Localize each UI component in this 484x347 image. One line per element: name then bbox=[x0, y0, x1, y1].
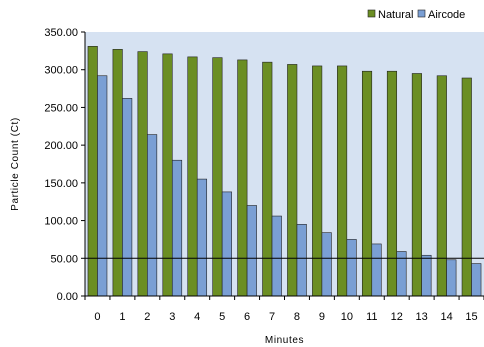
legend: Natural Aircode bbox=[367, 9, 465, 21]
x-tick-label: 14 bbox=[440, 311, 452, 323]
y-tick-label: 50.00 bbox=[50, 253, 78, 265]
bar-natural-8 bbox=[287, 64, 298, 297]
legend-swatch-aircode bbox=[417, 9, 426, 18]
bar-aircode-6 bbox=[246, 205, 257, 297]
x-tick-label: 2 bbox=[144, 311, 150, 323]
bar-natural-14 bbox=[436, 75, 447, 297]
legend-label-aircode: Aircode bbox=[428, 9, 465, 21]
bar-aircode-13 bbox=[421, 254, 432, 297]
x-tick-label: 0 bbox=[94, 311, 100, 323]
bar-natural-13 bbox=[411, 73, 422, 297]
bar-aircode-10 bbox=[346, 239, 357, 297]
y-tick-label: 0.00 bbox=[57, 291, 78, 303]
x-ticks: 0 1 2 3 4 5 6 7 8 9 10 11 12 13 14 15 bbox=[84, 296, 484, 323]
bar-aircode-14 bbox=[446, 259, 457, 297]
bar-natural-5 bbox=[212, 57, 223, 297]
y-tick-label: 200.00 bbox=[44, 140, 78, 152]
y-axis-title: Particle Count (Ct) bbox=[10, 117, 21, 211]
y-tick-label: 350.00 bbox=[44, 27, 78, 39]
y-tick-label: 300.00 bbox=[44, 65, 78, 77]
y-tick-label: 150.00 bbox=[44, 178, 78, 190]
bar-natural-2 bbox=[137, 51, 148, 297]
x-tick-label: 4 bbox=[194, 311, 200, 323]
y-ticks: 0.00 50.00 100.00 150.00 200.00 250.00 300.00 3… bbox=[44, 27, 85, 303]
bar-natural-3 bbox=[162, 53, 173, 297]
bar-aircode-1 bbox=[122, 98, 133, 297]
x-tick-label: 13 bbox=[416, 311, 428, 323]
x-axis-title: Minutes bbox=[265, 335, 304, 346]
x-tick-label: 7 bbox=[269, 311, 275, 323]
bar-aircode-15 bbox=[471, 263, 482, 297]
x-tick-label: 5 bbox=[219, 311, 225, 323]
legend-swatch-natural bbox=[367, 9, 376, 18]
x-tick-label: 8 bbox=[294, 311, 300, 323]
bar-natural-6 bbox=[237, 59, 248, 297]
y-tick-label: 100.00 bbox=[44, 216, 78, 228]
legend-label-natural: Natural bbox=[378, 9, 413, 21]
bar-aircode-11 bbox=[371, 243, 382, 297]
y-tick-label: 250.00 bbox=[44, 102, 78, 114]
bar-natural-10 bbox=[337, 65, 348, 297]
bar-aircode-2 bbox=[147, 134, 158, 297]
bar-natural-7 bbox=[262, 61, 273, 297]
bar-aircode-5 bbox=[221, 191, 232, 297]
x-tick-label: 9 bbox=[319, 311, 325, 323]
bar-natural-1 bbox=[112, 49, 123, 297]
bar-aircode-9 bbox=[321, 232, 332, 297]
x-tick-label: 11 bbox=[366, 311, 377, 323]
x-tick-label: 12 bbox=[391, 311, 403, 323]
bar-natural-11 bbox=[361, 70, 373, 297]
x-tick-label: 10 bbox=[341, 311, 353, 323]
bar-natural-4 bbox=[187, 56, 198, 297]
bar-aircode-4 bbox=[196, 178, 208, 297]
x-tick-label: 15 bbox=[465, 311, 477, 323]
bar-natural-9 bbox=[312, 65, 323, 297]
x-tick-label: 6 bbox=[244, 311, 250, 323]
x-tick-label: 3 bbox=[169, 311, 175, 323]
bar-natural-12 bbox=[386, 70, 398, 297]
bar-aircode-8 bbox=[296, 224, 307, 297]
bar-aircode-0 bbox=[97, 75, 108, 297]
bar-aircode-7 bbox=[271, 215, 282, 297]
x-tick-label: 1 bbox=[119, 311, 125, 323]
bar-aircode-3 bbox=[171, 159, 183, 297]
bar-natural-15 bbox=[461, 77, 472, 297]
